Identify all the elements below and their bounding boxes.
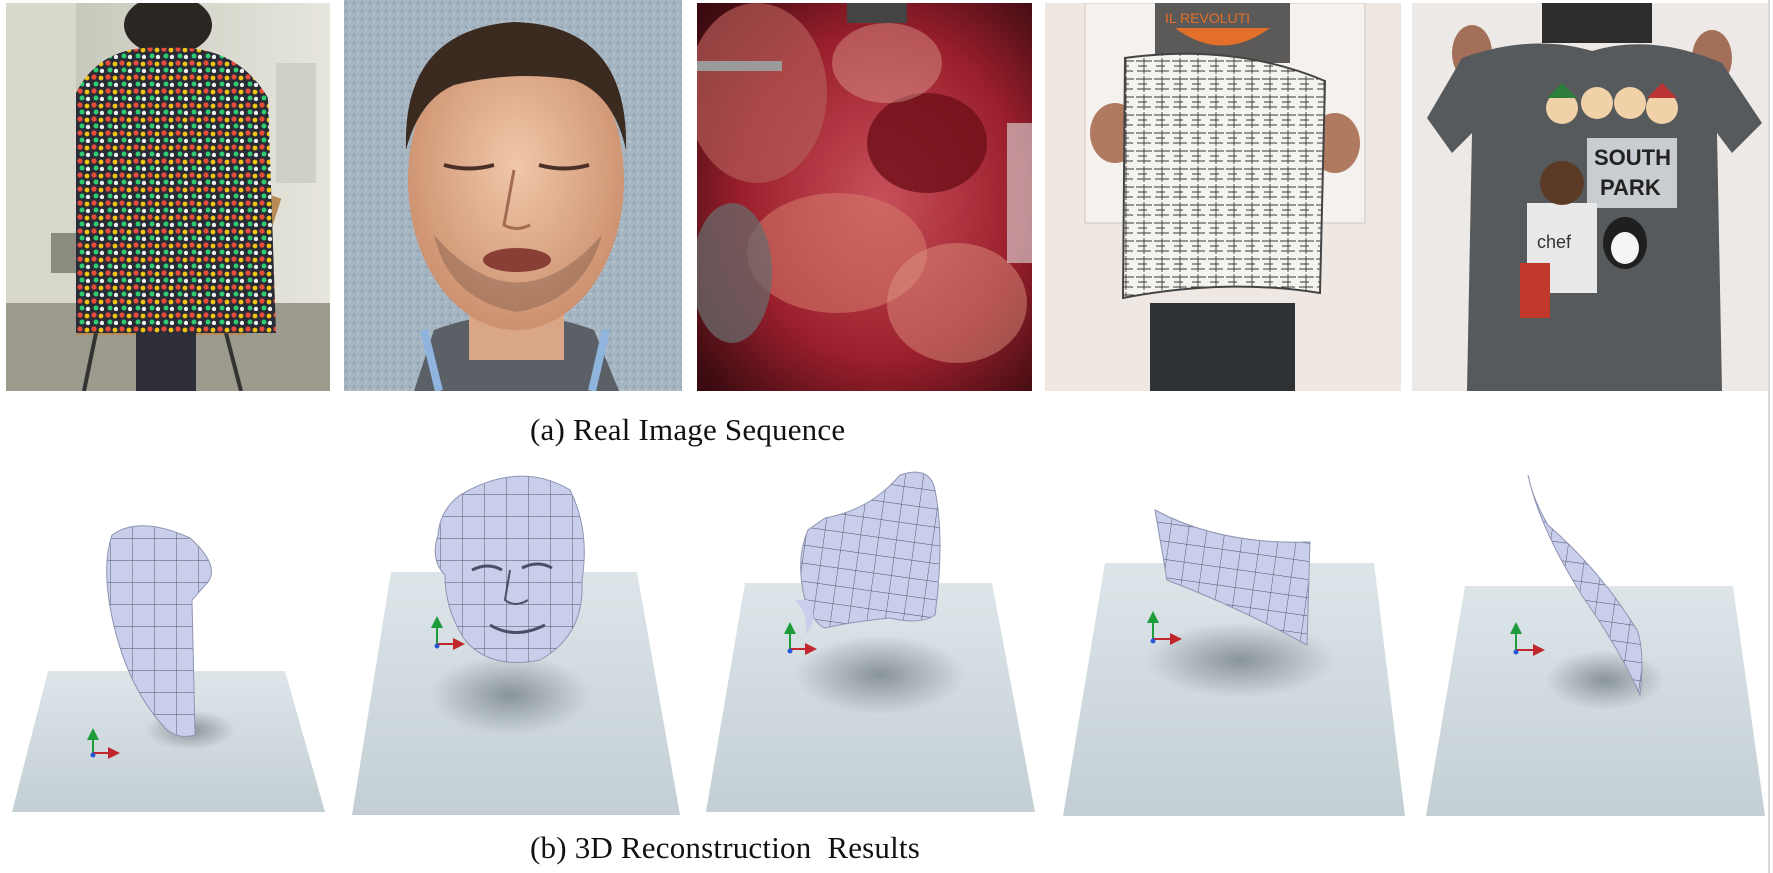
page-edge-rule: [1768, 0, 1770, 873]
caption-3d-reconstruction-results: (b) 3D Reconstruction Results: [530, 830, 921, 865]
real-image-back: [6, 3, 330, 391]
axis-gizmo: [1510, 622, 1545, 656]
reconstruction-paper: [1063, 509, 1405, 816]
shirt-text-south: SOUTH: [1594, 145, 1671, 170]
caption-real-image-sequence: (a) Real Image Sequence: [530, 412, 846, 447]
poster-banner-text: IL REVOLUTI: [1165, 10, 1250, 26]
real-image-face: [344, 0, 682, 391]
shirt-text-chef: chef: [1537, 232, 1572, 252]
axis-gizmo: [1147, 611, 1182, 645]
reconstruction-tissue: [706, 471, 1035, 812]
real-image-tissue: [697, 3, 1032, 391]
reconstruction-row: [12, 471, 1765, 816]
real-image-tshirt: SOUTH PARK chef: [1412, 3, 1769, 391]
axis-gizmo: [431, 616, 465, 650]
axis-gizmo: [784, 622, 817, 655]
reconstruction-back: [12, 525, 325, 812]
reconstruction-face: [352, 475, 680, 815]
real-image-paper: IL REVOLUTI: [1045, 3, 1401, 391]
shirt-text-park: PARK: [1600, 175, 1661, 200]
reconstruction-tshirt: [1426, 474, 1765, 816]
axis-gizmo: [87, 728, 120, 759]
